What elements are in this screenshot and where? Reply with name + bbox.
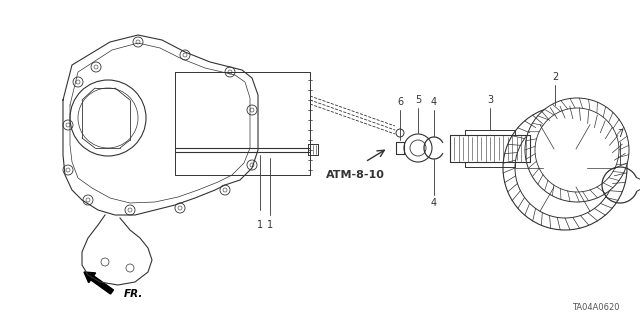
Text: 1: 1 (257, 220, 263, 230)
Text: 4: 4 (431, 198, 437, 208)
Text: TA04A0620: TA04A0620 (573, 303, 620, 313)
Text: 2: 2 (552, 72, 558, 82)
Text: 7: 7 (617, 129, 623, 139)
Text: FR.: FR. (124, 289, 143, 299)
Text: 5: 5 (415, 95, 421, 105)
Text: 6: 6 (397, 97, 403, 107)
Text: 4: 4 (431, 97, 437, 107)
Text: ATM-8-10: ATM-8-10 (326, 170, 385, 180)
FancyArrow shape (84, 272, 113, 294)
Circle shape (525, 98, 629, 202)
Text: 1: 1 (267, 220, 273, 230)
Text: 3: 3 (487, 95, 493, 105)
